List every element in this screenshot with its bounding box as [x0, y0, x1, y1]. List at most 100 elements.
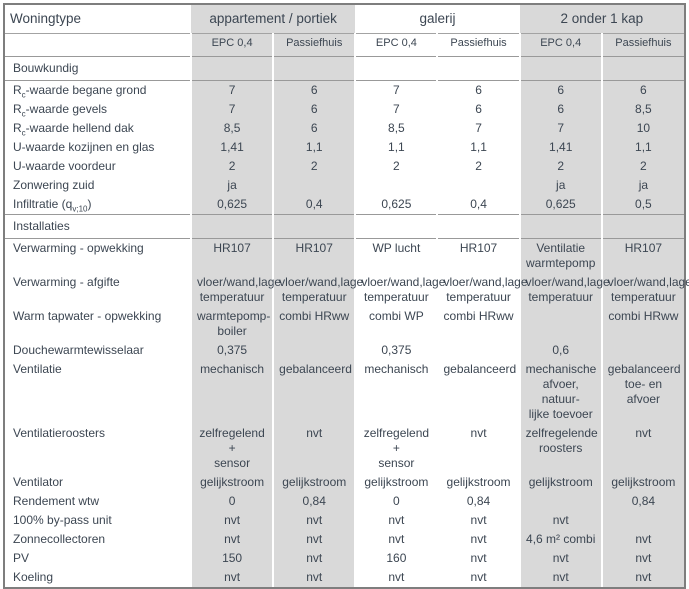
value-cell: 0,4	[272, 194, 356, 215]
value-cell: 8,5	[354, 118, 438, 138]
value-cell: 0,6	[518, 340, 602, 360]
value-cell: 1,1	[272, 137, 356, 157]
group-header-galerij: galerij	[355, 5, 520, 34]
section-cell	[272, 213, 356, 239]
value-cell: nvt	[518, 510, 602, 530]
value-cell: 7	[189, 80, 274, 100]
value-cell	[436, 175, 520, 195]
value-cell: 7	[189, 99, 274, 119]
value-cell: nvt	[272, 423, 356, 473]
table-row: Zonnecollectoren nvt nvt nvt nvt 4,6 m² combi…	[5, 529, 684, 549]
row-label: Rc-waarde begane grond	[13, 82, 147, 100]
table-row: Koeling nvt nvt nvt nvt nvt nvt	[5, 567, 684, 587]
sub-header-epc: EPC 0,4	[354, 33, 438, 57]
row-label: Rendement wtw	[13, 493, 100, 508]
sub-header-epc: EPC 0,4	[518, 33, 602, 57]
value-cell: gelijkstroom	[354, 472, 438, 492]
value-cell: gebalanceerd toe- en afvoer	[600, 359, 684, 424]
value-cell: 0,84	[600, 491, 684, 511]
column-header-woningtype: Woningtype	[5, 5, 191, 34]
sub-header-passiefhuis: Passiefhuis	[436, 33, 520, 57]
value-cell: gelijkstroom	[436, 472, 520, 492]
row-label: Infiltratie (qv;10)	[13, 196, 92, 214]
value-cell: gebalanceerd	[436, 359, 520, 424]
table-row: Rc-waarde hellend dak 8,5 6 8,5 7 7 10	[5, 118, 684, 138]
row-label: PV	[13, 550, 30, 565]
row-label: Ventilatieroosters	[13, 425, 106, 440]
value-cell: 0,5	[600, 194, 684, 215]
value-cell: 8,5	[189, 118, 274, 138]
value-cell: 0,4	[436, 194, 520, 215]
value-cell: nvt	[518, 567, 602, 587]
section-cell	[436, 55, 520, 81]
sub-header-epc: EPC 0,4	[189, 33, 274, 57]
sub-header-row: EPC 0,4 Passiefhuis EPC 0,4 Passiefhuis …	[5, 33, 684, 57]
value-cell: 8,5	[600, 99, 684, 119]
value-cell: 6	[518, 99, 602, 119]
value-cell: 2	[600, 156, 684, 176]
value-cell	[518, 306, 602, 341]
row-label: U-waarde voordeur	[13, 158, 116, 173]
row-label: Rc-waarde hellend dak	[13, 120, 134, 138]
row-label: Ventilatie	[13, 361, 62, 376]
table-row: Ventilatie mechanisch gebalanceerd mechanis…	[5, 359, 684, 424]
value-cell: nvt	[600, 423, 684, 473]
value-cell: zelfregelende roosters	[518, 423, 602, 473]
table-row: Rendement wtw 0 0,84 0 0,84 0,84	[5, 491, 684, 511]
table-row: Verwarming - opwekking HR107 HR107 WP lucht…	[5, 238, 684, 273]
value-cell: 6	[272, 99, 356, 119]
value-cell: 150	[189, 548, 274, 568]
table-row: U-waarde voordeur 2 2 2 2 2 2	[5, 156, 684, 176]
value-cell: vloer/wand,lage temperatuur	[436, 272, 528, 307]
value-cell: 0,84	[272, 491, 356, 511]
value-cell: 0,375	[189, 340, 274, 360]
value-cell: ja	[189, 175, 274, 195]
value-cell: 160	[354, 548, 438, 568]
value-cell	[600, 340, 684, 360]
row-label: Koeling	[13, 569, 54, 584]
value-cell: nvt	[272, 529, 356, 549]
sub-header-passiefhuis: Passiefhuis	[272, 33, 356, 57]
value-cell: combi HRww	[600, 306, 684, 341]
value-cell: 10	[600, 118, 684, 138]
value-cell: nvt	[272, 510, 356, 530]
group-header-2-onder-1-kap: 2 onder 1 kap	[519, 5, 684, 34]
value-cell: nvt	[189, 510, 274, 530]
value-cell: nvt	[189, 567, 274, 587]
section-cell	[189, 213, 274, 239]
value-cell: 0,625	[189, 194, 274, 215]
sub-header-passiefhuis: Passiefhuis	[600, 33, 684, 57]
value-cell: vloer/wand,lage temperatuur	[600, 272, 689, 307]
value-cell: 7	[354, 80, 438, 100]
group-header-appartement-portiek: appartement / portiek	[191, 5, 356, 34]
table-row: Infiltratie (qv;10) 0,625 0,4 0,625 0,4 0,625…	[5, 194, 684, 215]
value-cell: 0	[354, 491, 438, 511]
row-label: Douchewarmtewisselaar	[13, 342, 144, 357]
value-cell: nvt	[272, 548, 356, 568]
value-cell: nvt	[354, 529, 438, 549]
value-cell: 2	[518, 156, 602, 176]
value-cell	[272, 175, 356, 195]
value-cell: nvt	[600, 548, 684, 568]
value-cell: mechanisch	[189, 359, 274, 424]
value-cell: 7	[354, 99, 438, 119]
value-cell: 6	[518, 80, 602, 100]
value-cell: HR107	[189, 238, 274, 273]
value-cell: nvt	[436, 510, 520, 530]
woningtype-table: Woningtype appartement / portiek galerij…	[3, 3, 689, 589]
table-row: 100% by-pass unit nvt nvt nvt nvt nvt	[5, 510, 684, 530]
section-cell	[272, 55, 356, 81]
value-cell: HR107	[600, 238, 684, 273]
value-cell: 6	[600, 80, 684, 100]
section-cell	[518, 55, 602, 81]
value-cell: nvt	[600, 529, 684, 549]
value-cell: HR107	[436, 238, 520, 273]
value-cell: combi HRww	[272, 306, 356, 341]
value-cell: 2	[272, 156, 356, 176]
value-cell: vloer/wand,lage temperatuur	[518, 272, 610, 307]
value-cell: gelijkstroom	[272, 472, 356, 492]
table-row: Warm tapwater - opwekking warmtepomp- boi…	[5, 306, 684, 341]
table-row: Douchewarmtewisselaar 0,375 0,375 0,6	[5, 340, 684, 360]
table-row: PV 150 nvt 160 nvt nvt nvt	[5, 548, 684, 568]
value-cell: 0	[189, 491, 274, 511]
